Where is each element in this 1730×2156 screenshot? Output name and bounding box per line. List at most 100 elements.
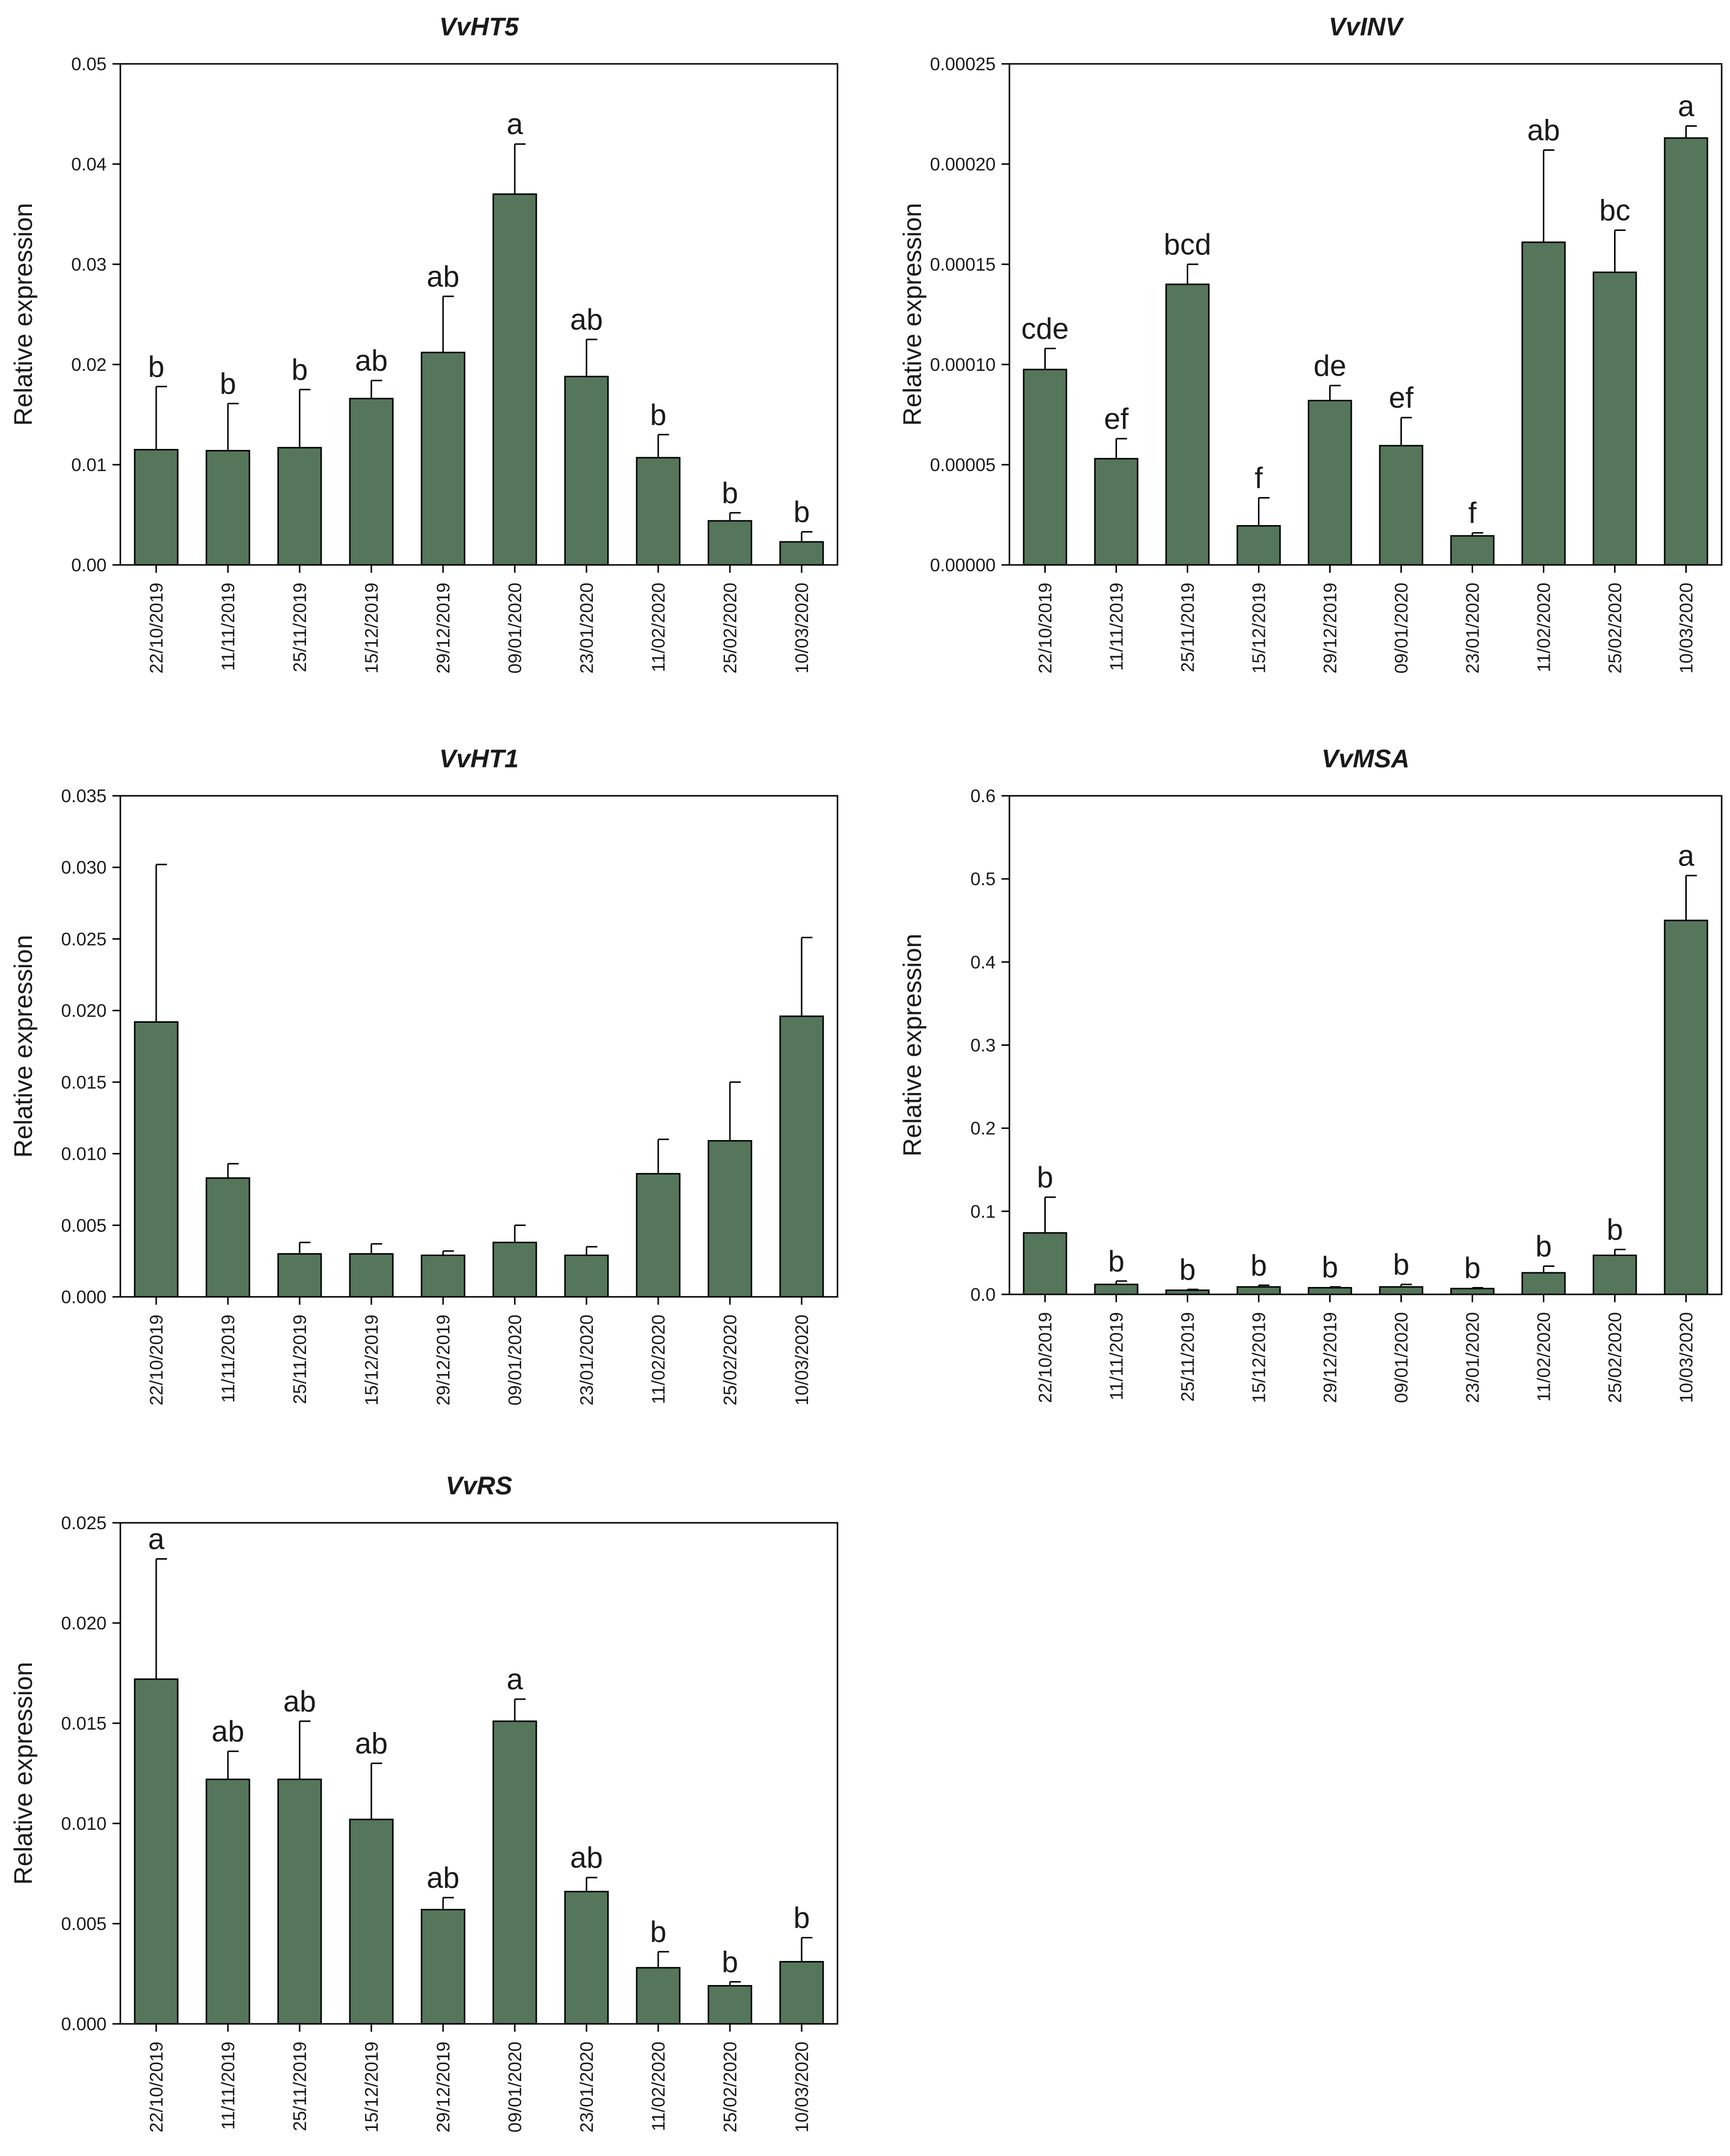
x-tick-label: 23/01/2020 — [577, 1315, 597, 1405]
significance-letter: b — [1037, 1161, 1053, 1194]
x-tick-label: 23/01/2020 — [1463, 583, 1483, 673]
y-tick-label: 0.00020 — [930, 154, 996, 174]
bar — [277, 1253, 322, 1298]
x-tick-label: 10/03/2020 — [1676, 583, 1697, 673]
bar — [1592, 271, 1637, 566]
x-tick-label: 22/10/2019 — [1035, 1312, 1056, 1403]
y-tick-label: 0.4 — [971, 952, 996, 972]
significance-letter: ab — [570, 303, 603, 336]
significance-letter: b — [1393, 1248, 1409, 1281]
bar — [1165, 283, 1210, 566]
x-tick-label: 29/12/2019 — [433, 2042, 453, 2132]
x-tick-label: 11/02/2020 — [1534, 1312, 1554, 1401]
bar — [779, 1961, 824, 2025]
x-tick-label: 29/12/2019 — [1320, 583, 1340, 673]
x-tick-label: 29/12/2019 — [433, 1315, 453, 1405]
y-tick-label: 0.005 — [61, 1215, 107, 1235]
x-tick-label: 15/12/2019 — [362, 1315, 382, 1405]
bar — [779, 541, 824, 566]
significance-letter: b — [220, 367, 236, 400]
y-tick-label: 0.000 — [61, 1287, 107, 1307]
y-tick-label: 0.3 — [971, 1036, 996, 1056]
bar — [564, 1891, 609, 2025]
bar — [1236, 1286, 1281, 1295]
plot-frame — [119, 63, 838, 566]
significance-letter: b — [650, 1915, 666, 1948]
bar — [1592, 1254, 1637, 1295]
bar — [420, 1254, 466, 1298]
significance-letter: bc — [1599, 194, 1630, 227]
plot-frame — [1008, 63, 1723, 566]
y-tick-label: 0.00005 — [930, 455, 996, 475]
significance-letter: cde — [1021, 312, 1069, 345]
significance-letter: ab — [427, 260, 460, 293]
x-tick-label: 25/02/2020 — [720, 1315, 740, 1405]
y-tick-label: 0.5 — [971, 869, 996, 889]
x-tick-label: 11/11/2019 — [218, 583, 238, 671]
bar — [1236, 525, 1281, 566]
bar — [1450, 535, 1495, 566]
bar — [564, 375, 609, 566]
bar — [1664, 137, 1708, 566]
bar — [420, 1908, 466, 2025]
x-tick-label: 15/12/2019 — [1249, 1312, 1269, 1403]
x-tick-label: 10/03/2020 — [792, 1315, 812, 1405]
significance-letter: b — [1322, 1251, 1338, 1284]
significance-letter: b — [291, 353, 307, 386]
y-axis-label: Relative expression — [898, 203, 927, 426]
bar — [707, 1140, 753, 1298]
y-tick-label: 0.02 — [71, 355, 107, 375]
bar — [134, 448, 179, 566]
y-tick-label: 0.00025 — [930, 54, 996, 74]
bar — [134, 1021, 179, 1298]
significance-letter: b — [1108, 1245, 1124, 1278]
bar — [636, 457, 681, 566]
significance-letter: b — [722, 1945, 738, 1978]
x-tick-label: 15/12/2019 — [362, 583, 382, 673]
bar — [349, 1253, 394, 1298]
x-tick-label: 25/11/2019 — [1178, 1312, 1198, 1401]
bar — [707, 1985, 753, 2025]
y-axis-label: Relative expression — [9, 203, 38, 426]
plot-frame — [1008, 795, 1723, 1295]
x-tick-label: 25/11/2019 — [1178, 583, 1198, 672]
x-tick-label: 11/11/2019 — [218, 1315, 238, 1403]
y-tick-label: 0.025 — [61, 929, 107, 949]
bar — [1521, 1272, 1566, 1295]
y-tick-label: 0.6 — [971, 786, 996, 806]
x-tick-label: 10/03/2020 — [1676, 1312, 1697, 1403]
x-tick-label: 11/11/2019 — [1107, 583, 1127, 671]
bar — [492, 1241, 537, 1298]
y-tick-label: 0.00010 — [930, 355, 996, 375]
significance-letter: b — [722, 476, 738, 509]
significance-letter: ab — [212, 1715, 245, 1748]
bar — [1521, 241, 1566, 566]
bar — [1308, 399, 1352, 566]
significance-letter: b — [1251, 1249, 1267, 1282]
y-tick-label: 0.00000 — [930, 555, 996, 575]
significance-letter: ab — [427, 1861, 460, 1894]
y-axis-label: Relative expression — [898, 934, 927, 1157]
x-tick-label: 09/01/2020 — [505, 2042, 525, 2132]
significance-letter: bcd — [1164, 228, 1211, 261]
chart-VvHT5: VvHT5 Relative expression 0.00 0.01 0.02 0.03… — [9, 13, 838, 673]
significance-letter: ef — [1104, 402, 1128, 435]
x-tick-label: 11/02/2020 — [648, 1315, 669, 1404]
chart-title: VvHT1 — [439, 745, 519, 773]
x-tick-label: 22/10/2019 — [146, 2042, 167, 2132]
y-tick-label: 0.025 — [61, 1513, 107, 1533]
bar — [420, 352, 466, 566]
y-tick-label: 0.04 — [71, 154, 107, 174]
significance-letter: ab — [355, 344, 388, 377]
y-tick-label: 0.01 — [71, 455, 107, 475]
y-tick-label: 0.2 — [971, 1119, 996, 1139]
y-tick-label: 0.00015 — [930, 254, 996, 275]
y-tick-label: 0.010 — [61, 1144, 107, 1164]
chart-title: VvRS — [446, 1472, 512, 1500]
bar — [134, 1678, 179, 2025]
bar — [564, 1254, 609, 1298]
x-tick-label: 29/12/2019 — [433, 583, 453, 673]
y-axis-label: Relative expression — [9, 935, 38, 1158]
bar — [349, 1819, 394, 2025]
bar — [707, 520, 753, 566]
